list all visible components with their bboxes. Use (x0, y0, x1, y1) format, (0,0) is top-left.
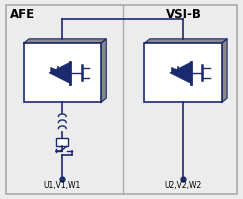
Polygon shape (51, 67, 58, 73)
Text: VSI-B: VSI-B (166, 9, 202, 21)
Polygon shape (172, 67, 178, 73)
Text: AFE: AFE (10, 9, 35, 21)
Polygon shape (222, 39, 227, 102)
Bar (24, 43, 101, 102)
Polygon shape (101, 39, 106, 102)
Bar (56, 138, 68, 146)
Text: U1,V1,W1: U1,V1,W1 (44, 181, 81, 190)
Text: U2,V2,W2: U2,V2,W2 (165, 181, 202, 190)
Polygon shape (49, 62, 70, 84)
Polygon shape (170, 62, 191, 84)
Bar (144, 43, 222, 102)
Polygon shape (24, 39, 106, 43)
Polygon shape (144, 39, 227, 43)
